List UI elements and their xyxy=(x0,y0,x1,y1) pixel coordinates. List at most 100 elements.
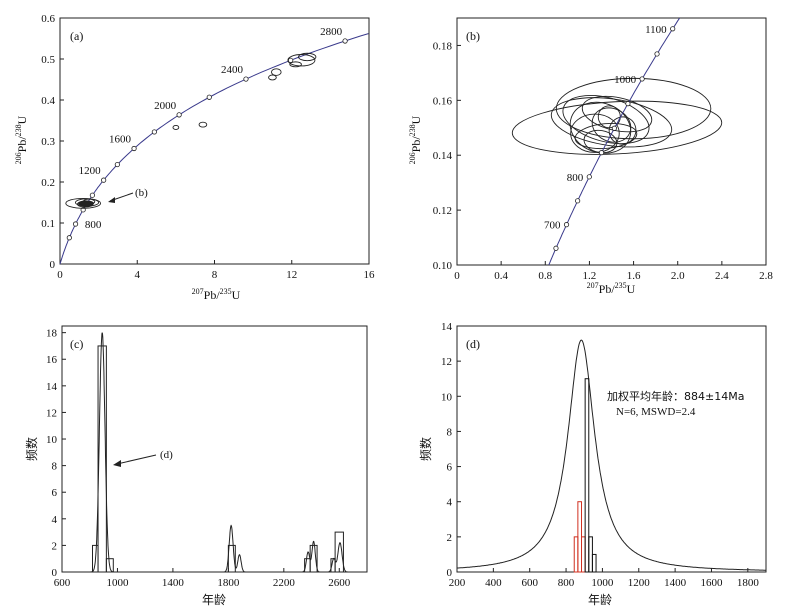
panel-a-ytick-label: 0 xyxy=(50,259,56,271)
panel-b-age-marker xyxy=(654,51,660,57)
panel-d-xtick-label: 200 xyxy=(449,577,466,589)
panel-a-age-marker xyxy=(89,192,95,198)
panel-b-label: (b) xyxy=(466,29,480,43)
panel-a-age-marker xyxy=(206,94,212,100)
panel-a-callout-label: (b) xyxy=(135,187,148,199)
panel-a-age-label: 2800 xyxy=(320,26,343,38)
panel-b-error-ellipse xyxy=(511,100,723,155)
panel-d-ytick-label: 6 xyxy=(447,462,453,474)
panel-a-xtick-label: 12 xyxy=(286,269,297,281)
panel-a-age-marker xyxy=(66,235,72,241)
panel-d-histogram-bar xyxy=(573,536,579,573)
panel-b-age-marker xyxy=(611,125,618,131)
panel-b-age-label: 700 xyxy=(544,220,561,232)
panel-d-annotation-mean: 加权平均年龄：884±14Ma xyxy=(607,389,744,403)
panel-b-age-marker xyxy=(553,245,559,251)
panel-b-ylabel: 206Pb/238U xyxy=(408,115,423,164)
panel-a-age-marker xyxy=(131,145,137,152)
panel-a-age-marker xyxy=(243,76,249,82)
panel-b-error-ellipse xyxy=(555,77,712,140)
panel-a-age-label: 1600 xyxy=(109,133,132,145)
panel-c-label: (c) xyxy=(70,337,83,351)
panel-c-callout-arrowhead xyxy=(113,460,121,467)
panel-b-error-ellipse xyxy=(562,95,650,145)
panel-a-ytick-label: 0.3 xyxy=(41,136,55,148)
panel-a-xtick-label: 8 xyxy=(212,269,218,281)
panel-b-xtick-label: 2.8 xyxy=(759,270,773,282)
panel-d-ytick-label: 12 xyxy=(441,356,452,368)
panel-c-xtick-label: 2600 xyxy=(328,577,351,589)
panel-b-ytick-label: 0.14 xyxy=(433,150,453,162)
panel-b-plot-area xyxy=(511,18,723,265)
panel-d-xtick-label: 1400 xyxy=(664,577,687,589)
panel-a-ytick-label: 0.2 xyxy=(41,177,55,189)
panel-a-age-label: 2000 xyxy=(154,100,177,112)
panel-b-ytick-label: 0.16 xyxy=(433,95,453,107)
panel-a-error-ellipse xyxy=(172,124,180,130)
panel-a-error-ellipse xyxy=(198,121,208,128)
panel-d-histogram-bar xyxy=(588,536,593,573)
panel-c-histogram-bar xyxy=(105,558,114,573)
panel-d-ylabel: 频数 xyxy=(418,437,433,461)
panel-d-marks: 200 400 600 800 1000 1200 1400 1600 1800 0 2 4 6 8 10 1… xyxy=(441,321,766,589)
panel-c-histogram: 600 1000 1400 1800 2200 2600 0 2 4 6 8 10 12 14 16 18 (… xyxy=(24,325,368,607)
panel-b-age-label: 800 xyxy=(567,172,584,184)
panel-d-ytick-label: 8 xyxy=(447,426,453,438)
panel-a-ellipse-cluster xyxy=(78,200,95,207)
panel-a-xtick-label: 4 xyxy=(135,269,141,281)
panel-a-ylabel: 206Pb/238U xyxy=(14,115,29,164)
panel-c-callout-arrow xyxy=(116,454,157,465)
panel-b-frame xyxy=(456,17,767,266)
panel-a-age-marker xyxy=(342,38,348,44)
panel-a-frame xyxy=(59,17,370,265)
panel-c-callout-label: (d) xyxy=(160,449,173,461)
panel-b-age-marker xyxy=(563,222,570,228)
panel-b-error-ellipse xyxy=(583,129,618,154)
panel-c-histogram-bar xyxy=(97,345,107,573)
panel-a-error-ellipse xyxy=(271,68,282,76)
panel-b-age-marker xyxy=(598,150,605,156)
panel-b-age-marker xyxy=(575,198,581,204)
panel-b-xlabel: 207Pb/235U xyxy=(587,281,636,296)
panel-a-xtick-label: 0 xyxy=(57,269,63,281)
panel-a-callout-arrowhead xyxy=(108,197,115,203)
panel-c-ytick-label: 6 xyxy=(52,487,58,499)
panel-a-ytick-label: 0.5 xyxy=(41,54,55,66)
panel-b-xtick-label: 1.2 xyxy=(583,270,597,282)
panel-d-xtick-label: 1200 xyxy=(628,577,651,589)
panel-c-ytick-label: 10 xyxy=(46,434,58,446)
panel-d-ytick-label: 2 xyxy=(447,532,453,544)
panel-c-ytick-label: 8 xyxy=(52,461,58,473)
panel-d-histogram-bar xyxy=(581,536,586,573)
panel-d-histogram-bar xyxy=(584,378,590,573)
panel-a-ytick-label: 0.4 xyxy=(41,95,55,107)
panel-b-xtick-label: 2.4 xyxy=(715,270,729,282)
panel-b-ytick-label: 0.12 xyxy=(433,205,452,217)
panel-a-age-label: 2400 xyxy=(221,64,244,76)
panel-a-age-marker xyxy=(101,177,107,183)
panel-d-ytick-label: 0 xyxy=(447,567,453,579)
panel-c-xtick-label: 600 xyxy=(54,577,71,589)
panel-d-histogram-bar xyxy=(577,501,583,573)
panel-b-ytick-label: 0.18 xyxy=(433,40,453,52)
panel-a-error-ellipse xyxy=(298,52,317,62)
panel-d-probability-curve xyxy=(456,339,766,571)
panel-b-age-marker xyxy=(586,174,592,180)
panel-b-age-marker xyxy=(639,76,645,82)
panel-a-ytick-label: 0.1 xyxy=(41,218,55,230)
panel-d-ytick-label: 10 xyxy=(441,391,453,403)
panel-d-xtick-label: 600 xyxy=(521,577,538,589)
panel-d-xtick-label: 400 xyxy=(485,577,502,589)
panel-b-error-ellipse xyxy=(574,122,638,150)
panel-b-xtick-label: 0.4 xyxy=(494,270,508,282)
panel-b-xtick-label: 1.6 xyxy=(627,270,641,282)
panel-d-xtick-label: 1600 xyxy=(700,577,723,589)
panel-c-ytick-label: 12 xyxy=(46,407,57,419)
panel-d-ytick-label: 14 xyxy=(441,321,453,333)
panel-a-age-marker xyxy=(114,161,120,168)
panel-d-ytick-label: 4 xyxy=(447,497,453,509)
panel-c-ytick-label: 0 xyxy=(52,567,58,579)
panel-a-age-label: 800 xyxy=(85,219,102,231)
panel-c-ytick-label: 16 xyxy=(46,354,58,366)
